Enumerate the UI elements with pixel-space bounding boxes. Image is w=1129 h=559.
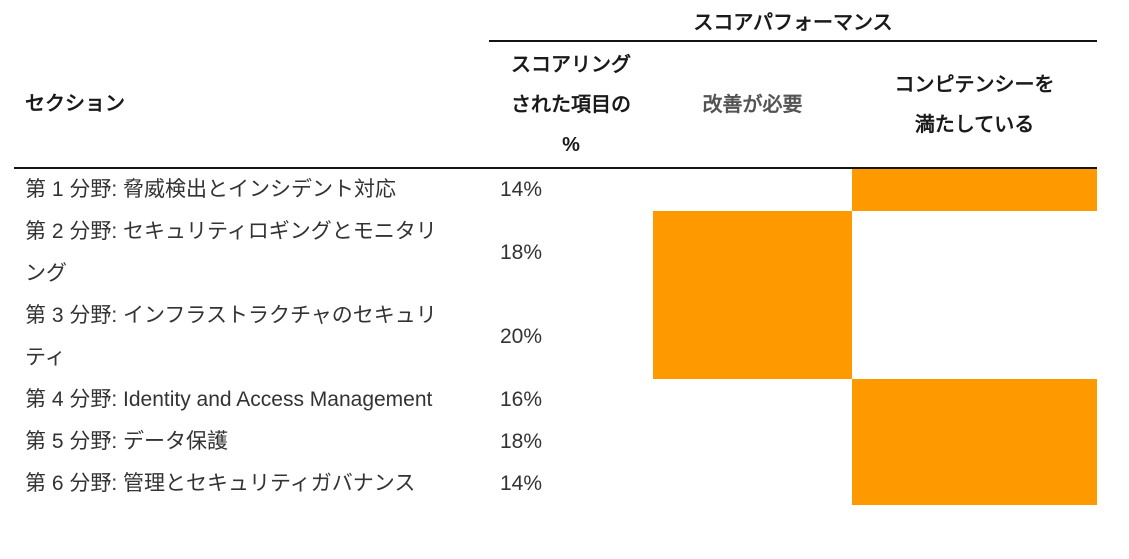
cell-scored-pct: 18% (500, 241, 543, 264)
score-performance-table: スコアパフォーマンス セクション スコアリング された項目の % 改善が必要 コ… (14, 0, 1098, 505)
column-header-row: セクション スコアリング された項目の % 改善が必要 コンピテンシーを 満たし… (14, 41, 1098, 169)
cell-section: 第 6 分野: 管理とセキュリティガバナンス (25, 472, 416, 495)
cell-needs-improvement (653, 463, 852, 505)
cell-needs-improvement (653, 168, 852, 211)
col-header-scored-pct: スコアリング された項目の % (489, 41, 653, 169)
cell-meets-competency (852, 463, 1098, 505)
cell-needs-improvement (653, 211, 852, 295)
cell-meets-competency (852, 168, 1098, 211)
cell-section: 第 5 分野: データ保護 (25, 430, 229, 453)
cell-needs-improvement (653, 421, 852, 463)
cell-scored-pct: 18% (500, 430, 543, 453)
cell-section: 第 4 分野: Identity and Access Management (25, 388, 433, 411)
group-header-score-performance: スコアパフォーマンス (489, 0, 1098, 42)
table-row: 第 1 分野: 脅威検出とインシデント対応 14% (14, 168, 1098, 211)
table-row: 第 4 分野: Identity and Access Management 1… (14, 379, 1098, 421)
cell-meets-competency (852, 295, 1097, 379)
cell-section: 第 2 分野: セキュリティロギングとモニタリング (25, 220, 437, 285)
cell-needs-improvement (653, 379, 852, 421)
table-head: スコアパフォーマンス セクション スコアリング された項目の % 改善が必要 コ… (14, 0, 1098, 169)
cell-scored-pct: 20% (500, 325, 543, 348)
cell-section: 第 3 分野: インフラストラクチャのセキュリティ (25, 304, 437, 369)
table-body: 第 1 分野: 脅威検出とインシデント対応 14% 第 2 分野: セキュリティ… (14, 168, 1098, 505)
col-header-section: セクション (14, 41, 489, 169)
table-row: 第 3 分野: インフラストラクチャのセキュリティ 20% (14, 295, 1097, 379)
cell-meets-competency (852, 379, 1098, 421)
cell-meets-competency (852, 211, 1097, 295)
cell-needs-improvement (653, 295, 852, 379)
cell-scored-pct: 14% (500, 178, 543, 201)
cell-section: 第 1 分野: 脅威検出とインシデント対応 (25, 178, 397, 201)
cell-scored-pct: 14% (500, 472, 543, 495)
col-header-meets-competency: コンピテンシーを 満たしている (852, 41, 1098, 169)
col-header-needs-improvement: 改善が必要 (653, 41, 852, 169)
table-row: 第 5 分野: データ保護 18% (14, 421, 1098, 463)
cell-scored-pct: 16% (500, 388, 543, 411)
table-row: 第 6 分野: 管理とセキュリティガバナンス 14% (14, 463, 1098, 505)
group-header-row: スコアパフォーマンス (14, 0, 1098, 42)
table-row: 第 2 分野: セキュリティロギングとモニタリング 18% (14, 211, 1097, 295)
cell-meets-competency (852, 421, 1098, 463)
group-header-spacer (14, 0, 489, 41)
